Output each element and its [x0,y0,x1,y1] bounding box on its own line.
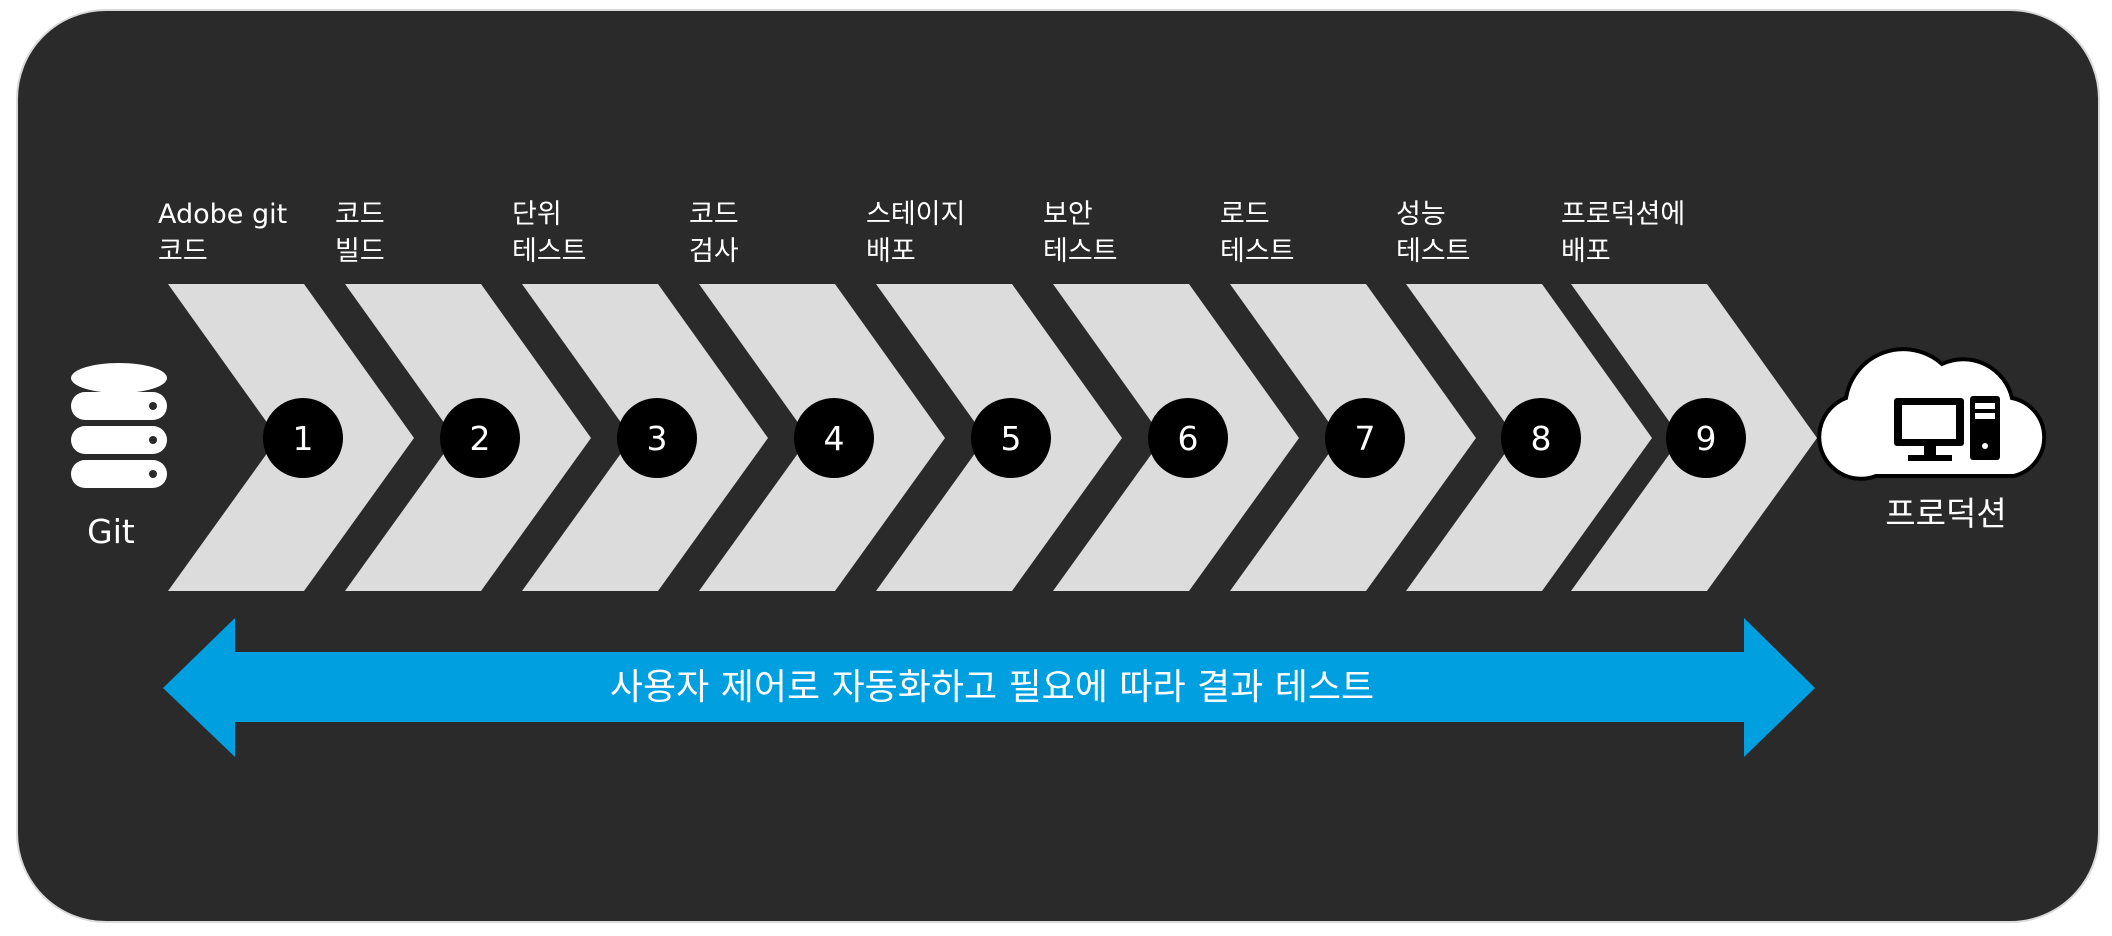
step-label-line2: 검사 [689,236,739,267]
step-number-circle [1148,398,1228,478]
step-number-circle [794,398,874,478]
step-number: 1 [293,419,314,458]
step-label-line1: 스테이지 [866,199,966,230]
step-label-line1: 프로덕션에 [1561,199,1686,230]
step-number-circle [263,398,343,478]
step-number: 2 [470,419,491,458]
step-number-circle [971,398,1051,478]
step-label: Adobe git 코드 [158,196,287,270]
pipeline-steps: 1 2 3 4 5 6 7 8 9 [168,284,1817,591]
step-label-line1: 로드 [1220,199,1270,230]
step-number-circle [1501,398,1581,478]
database-icon [71,363,167,488]
automation-banner-text: 사용자 제어로 자동화하고 필요에 따라 결과 테스트 [610,667,1374,708]
cloud-computer-icon [1817,347,2047,481]
source-label: Git [87,512,135,551]
step-label-line1: 코드 [689,199,739,230]
step-number-circle [1666,398,1746,478]
step-label-line1: 코드 [335,199,385,230]
step-number: 7 [1355,419,1376,458]
automation-arrow [163,618,1815,757]
step-label-line2: 테스트 [1043,236,1118,267]
step-label-line2: 배포 [1561,236,1611,267]
step-label-line1: Adobe git [158,199,288,230]
step-label-line2: 테스트 [1220,236,1295,267]
step-number: 8 [1531,419,1552,458]
target-label: 프로덕션 [1885,494,2006,533]
step-label-line2: 코드 [158,236,208,267]
step-label-line2: 테스트 [512,236,587,267]
step-label-line1: 단위 [512,199,562,230]
step-label-line2: 배포 [866,236,916,267]
step-number: 5 [1001,419,1022,458]
step-label-line1: 보안 [1043,199,1093,230]
step-label-line1: 성능 [1396,199,1446,230]
step-number: 4 [824,419,845,458]
step-number: 3 [647,419,668,458]
step-number-circle [440,398,520,478]
step-number: 9 [1696,419,1717,458]
step-label-line2: 테스트 [1396,236,1471,267]
step-label-line2: 빌드 [335,236,385,267]
step-number-circle [617,398,697,478]
step-number-circle [1325,398,1405,478]
step-number: 6 [1178,419,1199,458]
